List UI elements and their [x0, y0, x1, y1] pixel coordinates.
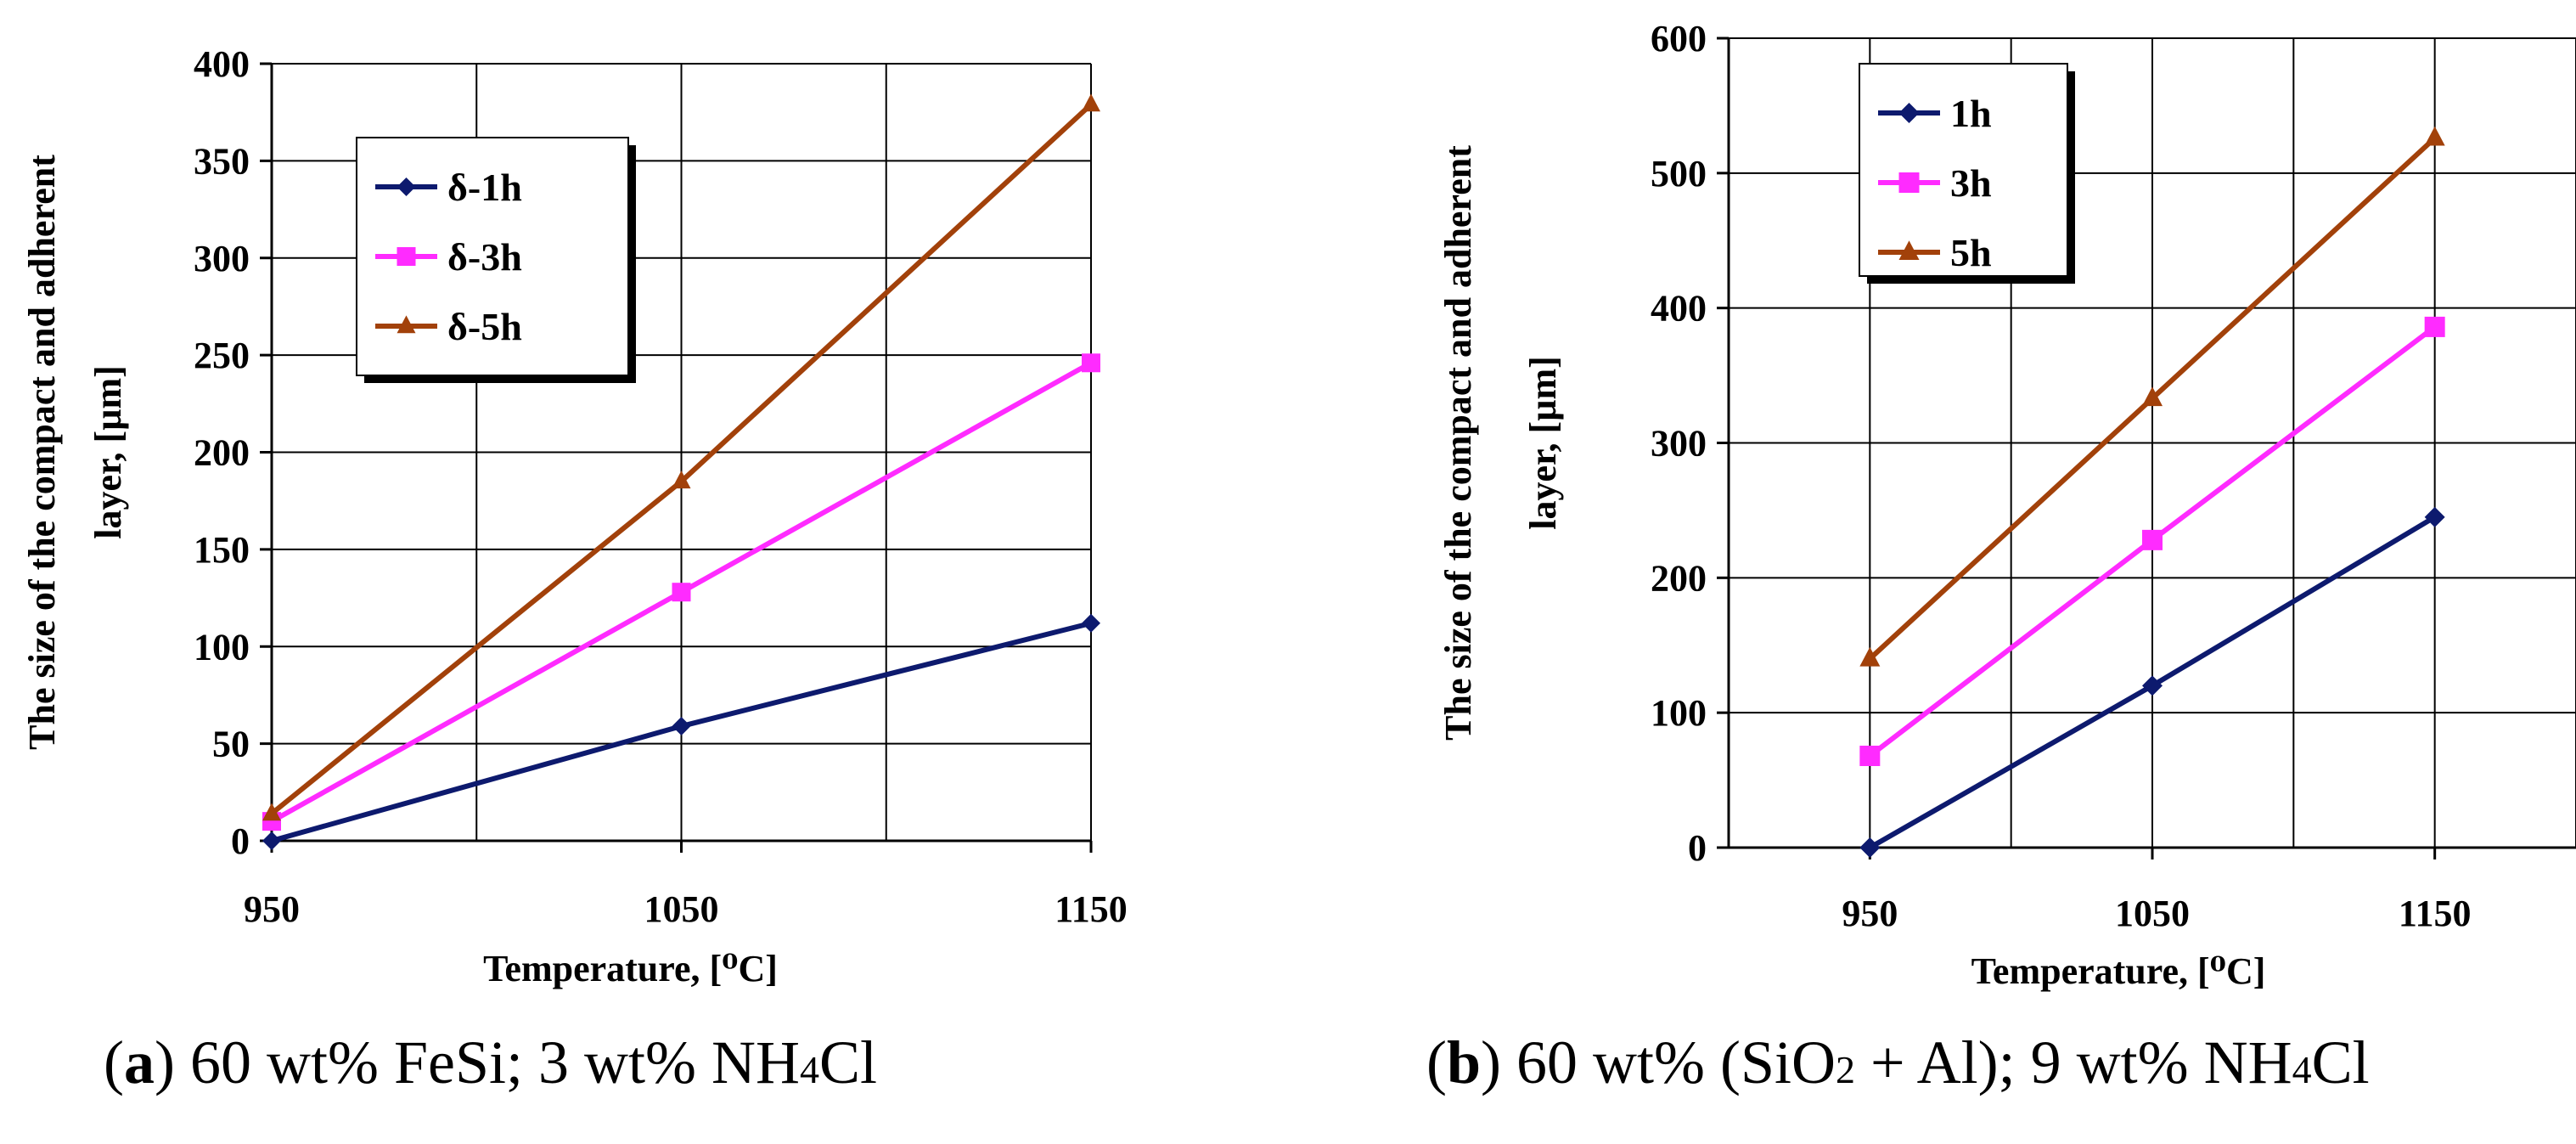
- legend-label-3: 5h: [1950, 231, 1992, 274]
- y-tick-label: 400: [194, 43, 250, 85]
- legend: δ-1h δ-3h δ-5h: [356, 137, 636, 383]
- y-tick-label: 300: [1651, 423, 1707, 465]
- data-point-2-3: [2424, 316, 2445, 337]
- y-axis-label-line1: The size of the compact and adherent: [21, 155, 63, 750]
- data-point-2-2: [2142, 529, 2163, 550]
- y-tick-label: 250: [194, 335, 250, 376]
- data-point-1-1: [1859, 837, 1881, 858]
- data-point-1-3: [2424, 506, 2445, 527]
- data-point-1-2: [672, 717, 691, 736]
- legend-marker-2: [397, 247, 416, 266]
- x-tick-label: 950: [1842, 893, 1898, 934]
- data-point-3-2: [2142, 386, 2163, 407]
- caption-a-subscript: 4: [799, 1048, 819, 1091]
- y-axis-label-line2: layer, [µm]: [1522, 356, 1564, 530]
- data-point-3-2: [672, 471, 691, 489]
- data-point-1-2: [2142, 675, 2163, 696]
- legend-box: [1859, 63, 2068, 277]
- caption-b-text: 60 wt% (SiO: [1516, 1028, 1836, 1096]
- y-axis-label-line1: The size of the compact and adherent: [1437, 145, 1479, 741]
- caption-b-label: b: [1446, 1028, 1482, 1096]
- y-tick-label: 50: [212, 724, 250, 765]
- legend-marker-3: [397, 315, 416, 334]
- y-axis-label-line2: layer, [µm]: [87, 365, 129, 539]
- y-tick-label: 200: [194, 432, 250, 474]
- y-tick-label: 500: [1651, 153, 1707, 194]
- caption-a: (a) 60 wt% FeSi; 3 wt% NH4Cl: [104, 1028, 877, 1096]
- y-tick-label: 600: [1651, 18, 1707, 59]
- caption-a-text-end: Cl: [818, 1028, 877, 1096]
- x-axis-label: Temperature, [⁰C]: [483, 948, 778, 989]
- x-tick-label: 1150: [2399, 893, 2472, 934]
- caption-b-text-middle: + Al); 9 wt% NH: [1855, 1028, 2292, 1096]
- data-point-2-3: [1082, 353, 1100, 373]
- data-point-3-1: [1859, 646, 1881, 667]
- legend-label-2: δ-3h: [447, 235, 522, 279]
- y-tick-label: 400: [1651, 288, 1707, 330]
- caption-a-text: 60 wt% FeSi; 3 wt% NH: [189, 1028, 800, 1096]
- legend-marker-1: [397, 178, 416, 196]
- caption-b-text-end: Cl: [2311, 1028, 2370, 1096]
- legend-marker-2: [1898, 172, 1920, 193]
- data-point-3-3: [2424, 126, 2445, 146]
- y-tick-label: 200: [1651, 557, 1707, 599]
- y-tick-label: 300: [194, 238, 250, 279]
- y-tick-label: 0: [1688, 827, 1707, 869]
- y-tick-label: 0: [231, 820, 250, 862]
- x-tick-label: 1150: [1055, 888, 1128, 930]
- y-tick-label: 150: [194, 529, 250, 571]
- chart-a: 0 50 100 150 200 250 300 350 400 950 1050 1150 Tempe…: [21, 43, 1128, 989]
- x-axis-label: Temperature, [⁰C]: [1971, 950, 2266, 992]
- y-tick-label: 100: [1651, 692, 1707, 734]
- data-point-1-3: [1082, 613, 1100, 633]
- caption-a-label: a: [123, 1028, 155, 1096]
- legend: 1h 3h 5h: [1859, 63, 2075, 284]
- grid: [1728, 37, 2576, 848]
- data-point-3-1: [262, 803, 281, 821]
- chart-b: 0 100 200 300 400 500 600 950 1050 1150 Temperatur…: [1437, 18, 2576, 992]
- x-tick-label: 1050: [2115, 893, 2190, 934]
- data-point-3-3: [1082, 93, 1100, 112]
- legend-marker-1: [1898, 103, 1920, 123]
- legend-marker-3: [1898, 240, 1920, 260]
- y-tick-label: 350: [194, 140, 250, 182]
- caption-b: (b) 60 wt% (SiO2 + Al); 9 wt% NH4Cl: [1426, 1028, 2370, 1096]
- x-tick-label: 950: [244, 888, 300, 930]
- legend-label-1: 1h: [1950, 92, 1992, 135]
- legend-label-2: 3h: [1950, 161, 1992, 205]
- data-point-2-2: [672, 583, 691, 602]
- legend-label-3: δ-5h: [447, 305, 522, 348]
- data-point-1-1: [262, 831, 281, 850]
- data-point-2-1: [1859, 745, 1881, 766]
- caption-b-subscript-1: 2: [1836, 1048, 1856, 1091]
- x-tick-label: 1050: [644, 888, 719, 930]
- legend-label-1: δ-1h: [447, 166, 522, 209]
- y-tick-label: 100: [194, 626, 250, 668]
- caption-b-subscript-2: 4: [2292, 1048, 2312, 1091]
